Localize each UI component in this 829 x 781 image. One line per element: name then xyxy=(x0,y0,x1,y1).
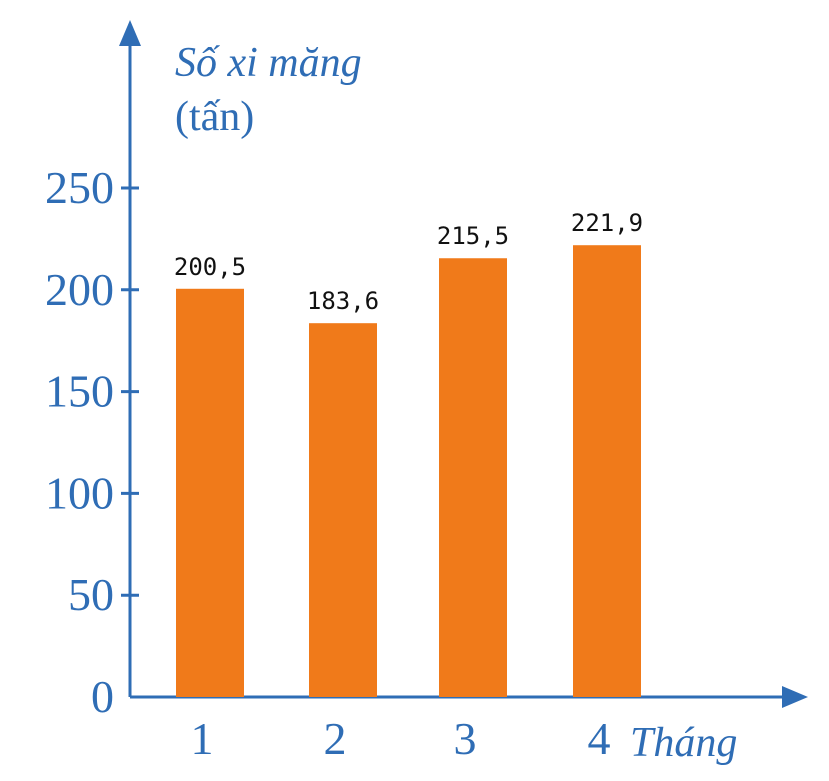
y-tick-label: 50 xyxy=(68,569,114,620)
x-axis-title: Tháng xyxy=(630,720,737,766)
x-tick-label: 3 xyxy=(454,713,477,764)
data-label-month-1: 200,5 xyxy=(174,253,246,281)
bars: 200,5 183,6 215,5 221,9 xyxy=(174,209,643,697)
data-label-month-4: 221,9 xyxy=(571,209,643,237)
x-tick-label: 1 xyxy=(191,713,214,764)
bar-month-3 xyxy=(439,258,507,697)
x-tick-label: 2 xyxy=(324,713,347,764)
y-tick-label: 0 xyxy=(91,671,114,722)
x-ticks: 1 2 3 4 xyxy=(191,713,611,764)
y-tick-label: 150 xyxy=(45,366,114,417)
bar-month-1 xyxy=(176,288,244,697)
data-label-month-3: 215,5 xyxy=(437,222,509,250)
y-axis-unit: (tấn) xyxy=(175,94,254,140)
x-axis-arrow xyxy=(782,686,808,708)
y-tick-label: 100 xyxy=(45,467,114,518)
bar-month-2 xyxy=(309,323,377,697)
bar-month-4 xyxy=(573,245,641,697)
y-tick-label: 250 xyxy=(45,162,114,213)
x-tick-label: 4 xyxy=(588,713,611,764)
y-axis-title: Số xi măng xyxy=(175,40,362,86)
y-axis-arrow xyxy=(119,20,141,46)
y-tick-label: 200 xyxy=(45,264,114,315)
y-ticks: 0 50 100 150 200 250 xyxy=(45,162,139,722)
data-label-month-2: 183,6 xyxy=(307,287,379,315)
